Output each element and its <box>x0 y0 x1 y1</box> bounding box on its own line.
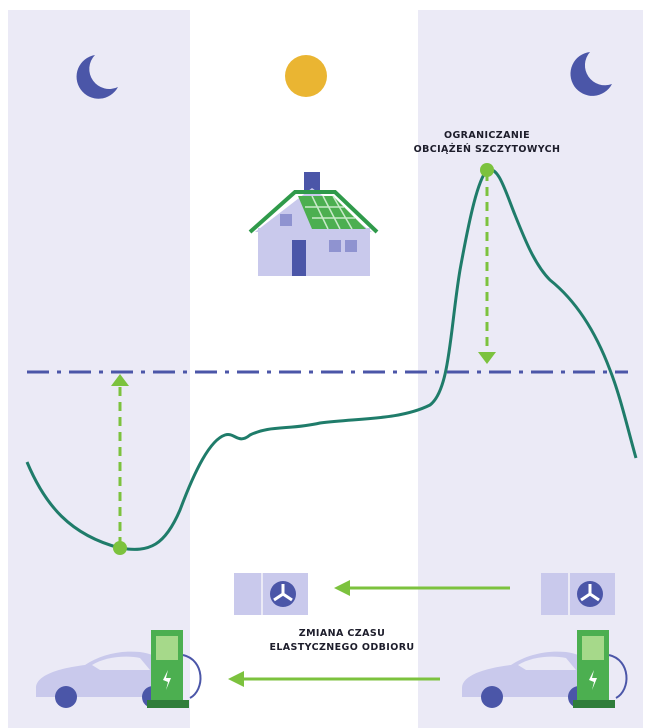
shift-label: ELASTYCZNEGO ODBIORU <box>269 642 414 653</box>
arrow-head <box>228 671 244 687</box>
point-marker <box>480 163 494 177</box>
arrow-head <box>111 374 129 386</box>
night-panel <box>8 10 190 728</box>
charger-icon <box>573 630 628 708</box>
heat-pump-icon <box>234 573 308 615</box>
moon-icon <box>76 55 118 99</box>
load-curve <box>25 167 638 551</box>
point-marker <box>113 541 127 555</box>
moon-icon <box>570 52 612 96</box>
peak-label: OGRANICZANIE <box>444 130 530 141</box>
arrow-head <box>478 352 496 364</box>
charger-icon <box>147 630 202 708</box>
peak-label: OBCIĄŻEŃ SZCZYTOWYCH <box>414 143 561 155</box>
house-icon <box>248 172 379 276</box>
sun-icon <box>285 55 327 97</box>
arrow-head <box>334 580 350 596</box>
heat-pump-icon <box>541 573 615 615</box>
shift-label: ZMIANA CZASU <box>299 628 385 639</box>
